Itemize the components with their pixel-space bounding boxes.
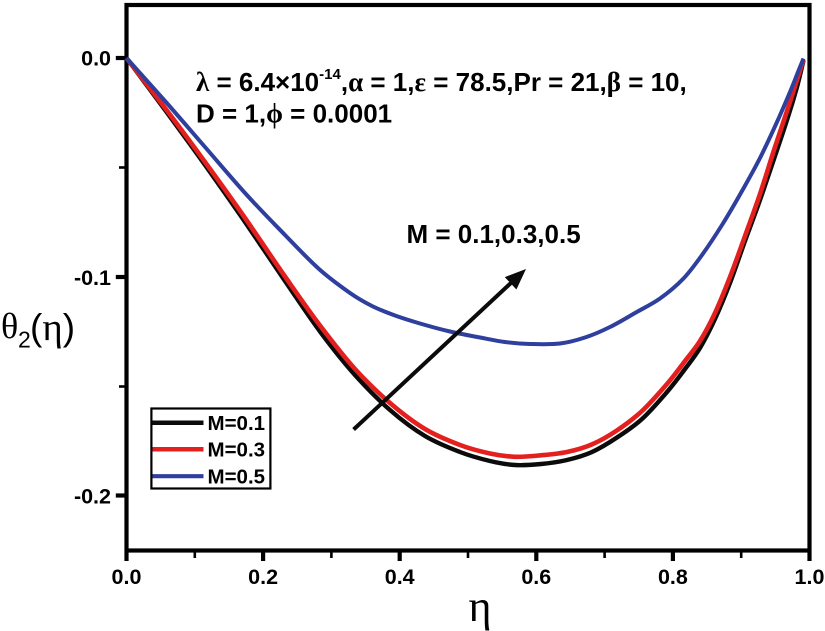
svg-text:D = 1,ϕ = 0.0001: D = 1,ϕ = 0.0001 (196, 99, 392, 129)
svg-text:2: 2 (18, 327, 31, 353)
svg-text:η: η (469, 582, 492, 631)
svg-text:M=0.3: M=0.3 (208, 439, 266, 462)
svg-text:0.2: 0.2 (248, 565, 278, 589)
svg-text:0.8: 0.8 (658, 565, 688, 589)
svg-text:(η): (η) (30, 306, 75, 349)
svg-text:θ: θ (1, 306, 18, 346)
svg-text:0.0: 0.0 (81, 47, 111, 71)
svg-text:M = 0.1,0.3,0.5: M = 0.1,0.3,0.5 (407, 219, 581, 249)
svg-text:0.0: 0.0 (112, 565, 142, 589)
svg-text:-0.1: -0.1 (74, 266, 111, 290)
svg-text:0.4: 0.4 (385, 565, 415, 589)
svg-text:M=0.5: M=0.5 (208, 466, 266, 489)
svg-text:λ = 6.4×10-14,α = 1,ε = 78.5,P: λ = 6.4×10-14,α = 1,ε = 78.5,Pr = 21,β =… (196, 66, 687, 97)
svg-text:1.0: 1.0 (795, 565, 825, 589)
svg-text:M=0.1: M=0.1 (208, 412, 266, 435)
svg-text:-0.2: -0.2 (74, 485, 111, 509)
svg-text:0.6: 0.6 (521, 565, 551, 589)
